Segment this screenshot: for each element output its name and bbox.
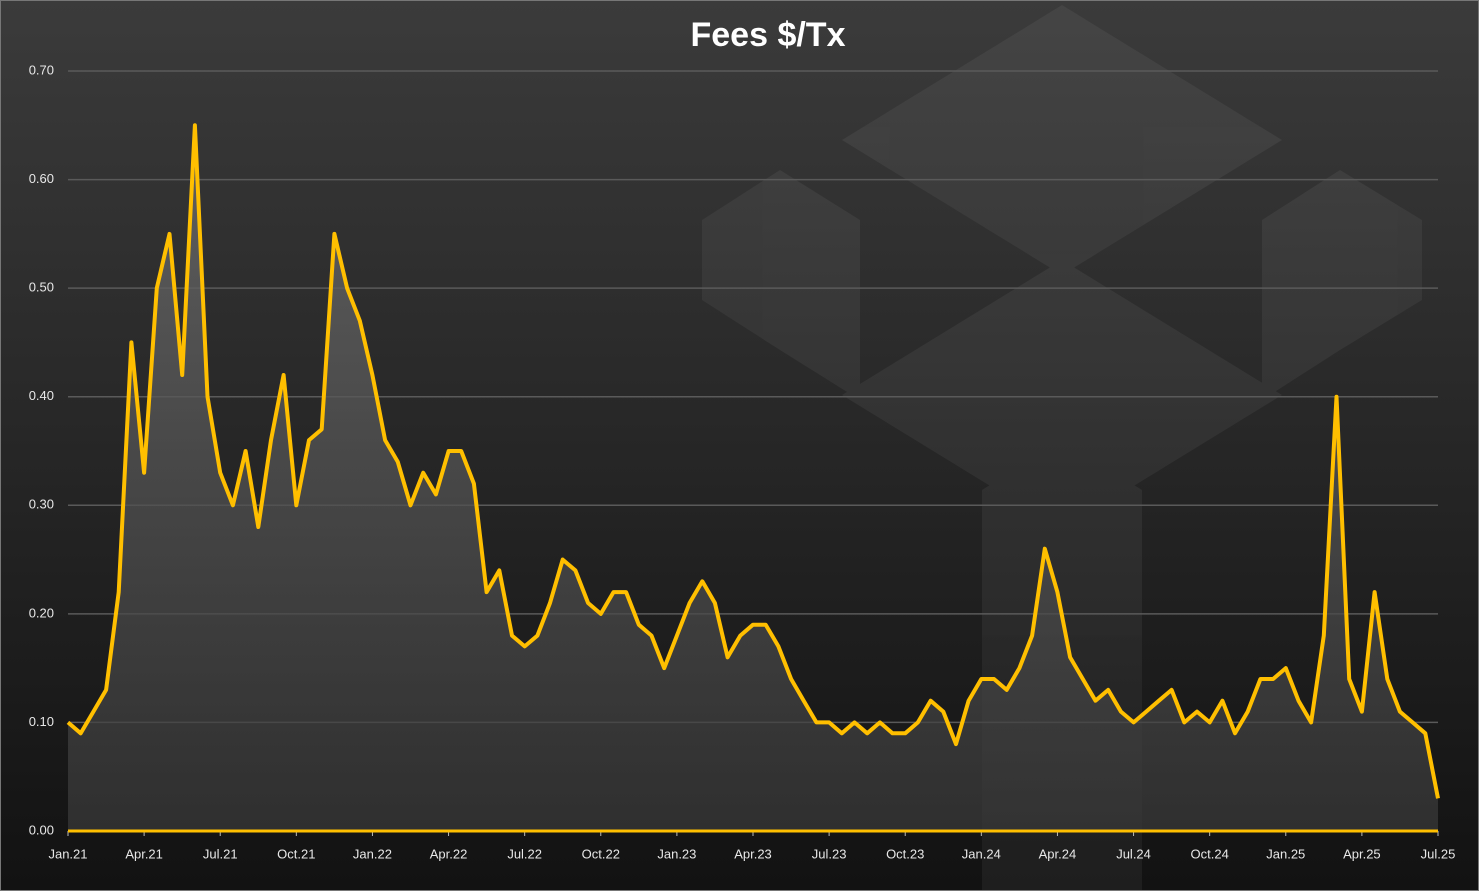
chart-title: Fees $/Tx xyxy=(691,16,846,54)
line xyxy=(66,123,1440,799)
area-fill xyxy=(68,125,1438,832)
y-tick-label: 0.40 xyxy=(29,388,54,403)
x-tick-label: Oct.24 xyxy=(1191,846,1229,861)
x-tick-label: Jan.21 xyxy=(48,846,87,861)
x-tick-label: Jul.25 xyxy=(1421,846,1456,861)
x-tick-label: Jan.23 xyxy=(657,846,696,861)
x-tick-label: Jan.25 xyxy=(1266,846,1305,861)
y-tick-label: 0.10 xyxy=(29,714,54,729)
y-tick-label: 0.70 xyxy=(29,62,54,77)
x-tick-label: Apr.25 xyxy=(1343,846,1381,861)
x-tick-label: Apr.23 xyxy=(734,846,772,861)
x-tick-label: Jan.24 xyxy=(962,846,1001,861)
x-tick-label: Oct.23 xyxy=(886,846,924,861)
x-tick-label: Jul.23 xyxy=(812,846,847,861)
x-tick-label: Apr.21 xyxy=(125,846,163,861)
x-tick-label: Oct.21 xyxy=(277,846,315,861)
x-tick-label: Apr.22 xyxy=(430,846,468,861)
y-tick-label: 0.30 xyxy=(29,497,54,512)
y-tick-label: 0.50 xyxy=(29,280,54,295)
x-tick-label: Jul.21 xyxy=(203,846,238,861)
y-tick-label: 0.20 xyxy=(29,605,54,620)
x-tick-label: Jul.24 xyxy=(1116,846,1151,861)
y-tick-label: 0.60 xyxy=(29,171,54,186)
y-tick-label: 0.00 xyxy=(29,822,54,837)
x-tick-label: Apr.24 xyxy=(1039,846,1077,861)
x-tick-label: Oct.22 xyxy=(582,846,620,861)
x-tick-label: Jul.22 xyxy=(507,846,542,861)
x-tick-label: Jan.22 xyxy=(353,846,392,861)
